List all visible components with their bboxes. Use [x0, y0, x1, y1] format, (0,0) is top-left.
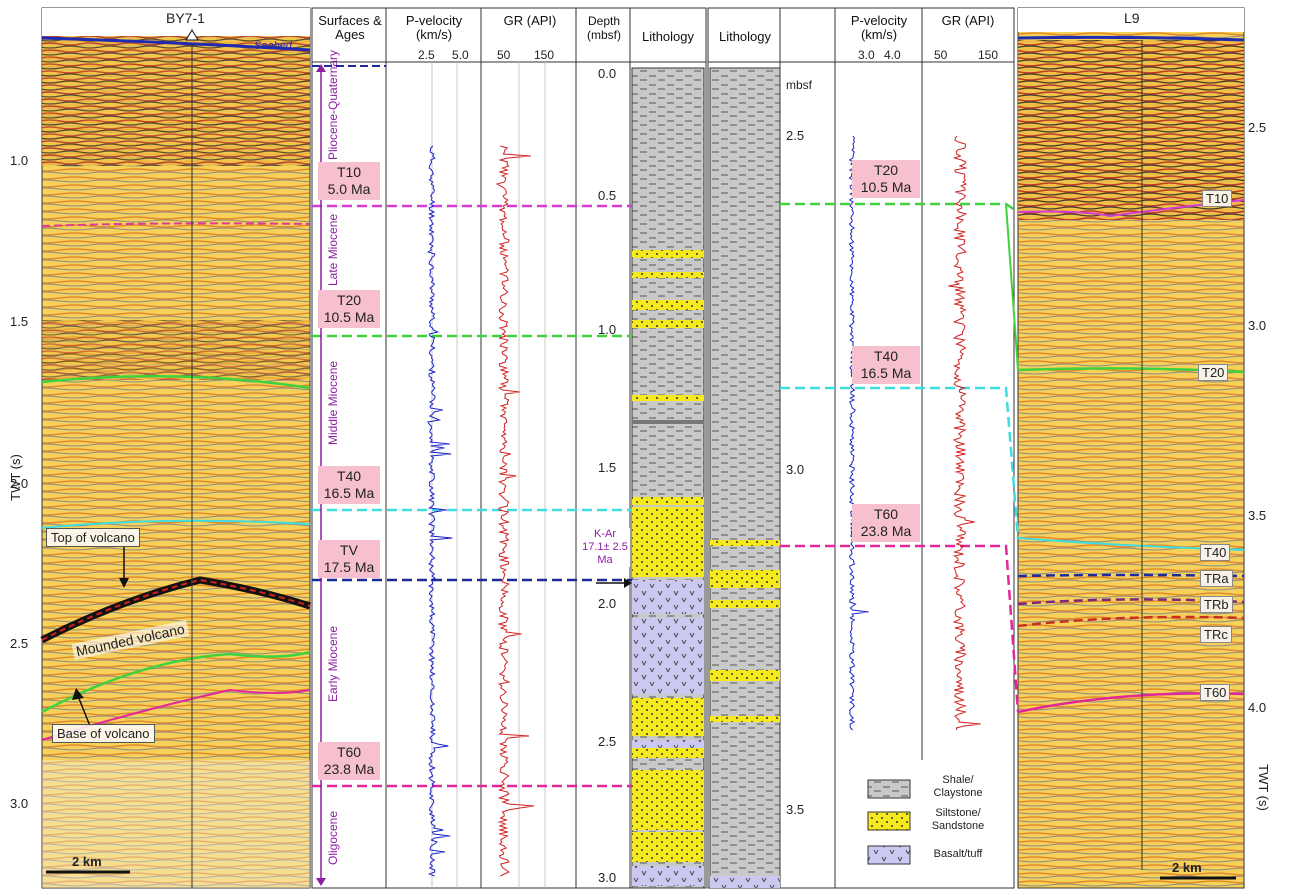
surface-name: T60 [336, 744, 362, 760]
right-p-velocity-tick: 3.0 [858, 48, 875, 62]
surface-box-t10: T10 5.0 Ma [318, 162, 380, 200]
depth-tick: 2.5 [598, 734, 617, 749]
horizon-tag-t40: T40 [1200, 544, 1231, 561]
surface-name: T20 [336, 292, 362, 308]
depth-tick: 1.5 [598, 460, 617, 475]
surface-age: 10.5 Ma [323, 309, 375, 325]
legend-label-shale: Shale/ Claystone [933, 774, 983, 799]
epoch-label: Oligocene [326, 810, 340, 866]
right-surface-box-t20: T20 10.5 Ma [852, 160, 920, 198]
gr-tick: 50 [497, 48, 511, 62]
left-axis-tick: 1.5 [10, 314, 29, 329]
surface-box-t60: T60 23.8 Ma [318, 742, 380, 780]
right-depth-tick: 3.5 [786, 802, 805, 817]
right-axis-tick: 3.5 [1248, 508, 1267, 523]
right-surface-box-t40: T40 16.5 Ma [852, 346, 920, 384]
depth-tick: 0.0 [598, 66, 617, 81]
depth-tick: 3.0 [598, 870, 617, 885]
right-surface-box-t60: T60 23.8 Ma [852, 504, 920, 542]
p-velocity-tick: 2.5 [418, 48, 435, 62]
left-axis-tick: 2.5 [10, 636, 29, 651]
p-velocity-log-curve [427, 145, 453, 877]
epoch-label: Late Miocene [326, 213, 340, 286]
right-depth-unit: mbsf [786, 78, 813, 92]
right-gr-tick: 50 [934, 48, 948, 62]
gr-header: GR (API) [503, 13, 557, 28]
horizon-tag-t60: T60 [1200, 684, 1231, 701]
surface-age: 16.5 Ma [323, 485, 375, 501]
right-axis-tick: 2.5 [1248, 120, 1267, 135]
depth-tick: 1.0 [598, 322, 617, 337]
depth-tick: 0.5 [598, 188, 617, 203]
p-velocity-log-curve-right [848, 135, 869, 731]
surface-age: 23.8 Ma [323, 761, 375, 777]
p-velocity-tick: 5.0 [452, 48, 469, 62]
epoch-label: Middle Miocene [326, 360, 340, 446]
gr-log-curve [495, 145, 535, 877]
right-scale-bar-label: 2 km [1172, 860, 1202, 875]
surface-box-tv: TV 17.5 Ma [318, 540, 380, 578]
lithology-header: Lithology [641, 29, 695, 44]
surface-name: T40 [336, 468, 362, 484]
horizon-tag-tra: TRa [1200, 570, 1233, 587]
gr-log-curve-right [948, 135, 981, 731]
right-axis-title: TWT (s) [1255, 764, 1271, 811]
scale-bar-label: 2 km [72, 854, 102, 869]
surface-box-t40: T40 16.5 Ma [318, 466, 380, 504]
surface-age: 17.5 Ma [323, 559, 375, 575]
gr-tick: 150 [534, 48, 555, 62]
legend-label-sand: Siltstone/ Sandstone [931, 807, 985, 832]
top-of-volcano-label: Top of volcano [46, 528, 140, 547]
depth-header: Depth (mbsf) [587, 14, 621, 42]
surface-box-t20: T20 10.5 Ma [318, 290, 380, 328]
surface-name: TV [340, 542, 358, 558]
right-depth-tick: 2.5 [786, 128, 805, 143]
horizon-tag-trc: TRc [1200, 626, 1232, 643]
p-velocity-header: P-velocity (km/s) [405, 13, 463, 42]
right-gr-header: GR (API) [941, 13, 995, 28]
surface-name: T20 [873, 162, 899, 178]
right-p-velocity-tick: 4.0 [884, 48, 901, 62]
surface-name: T10 [336, 164, 362, 180]
right-gr-tick: 150 [978, 48, 999, 62]
surfaces-header: Surfaces & Ages [318, 13, 382, 42]
left-axis-tick: 2.0 [10, 476, 29, 491]
right-axis-tick: 3.0 [1248, 318, 1267, 333]
horizon-tag-t20: T20 [1198, 364, 1229, 381]
horizon-tag-t10: T10 [1202, 190, 1233, 207]
epoch-label: Early Miocene [326, 625, 340, 703]
depth-tick: 2.0 [598, 596, 617, 611]
surface-age: 10.5 Ma [860, 179, 912, 195]
legend-label-basalt: Basalt/tuff [933, 848, 983, 860]
surface-name: T60 [873, 506, 899, 522]
k-ar-age-note: K-Ar 17.1± 2.5 Ma [580, 528, 630, 567]
surface-age: 16.5 Ma [860, 365, 912, 381]
right-lithology-header: Lithology [718, 29, 772, 44]
left-axis-tick: 1.0 [10, 153, 29, 168]
seabed-label: Seabed [254, 40, 292, 52]
well-name-label: BY7-1 [166, 10, 205, 26]
line-name-label: L9 [1124, 10, 1140, 26]
base-of-volcano-label: Base of volcano [52, 724, 155, 743]
surface-age: 5.0 Ma [327, 181, 371, 197]
right-p-velocity-header: P-velocity (km/s) [850, 13, 908, 42]
right-axis-tick: 4.0 [1248, 700, 1267, 715]
left-axis-tick: 3.0 [10, 796, 29, 811]
surface-name: T40 [873, 348, 899, 364]
right-depth-tick: 3.0 [786, 462, 805, 477]
surface-age: 23.8 Ma [860, 523, 912, 539]
horizon-tag-trb: TRb [1200, 596, 1233, 613]
epoch-label: Pliocene-Quaternary [326, 49, 340, 160]
